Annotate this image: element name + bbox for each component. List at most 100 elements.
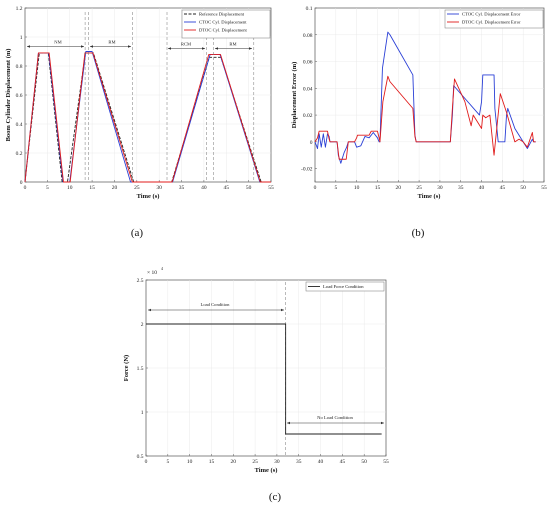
chart-c-x-tick-label: 35 [296,459,302,465]
chart-c-x-tick-label: 45 [340,459,346,465]
chart-b-ylabel: Displacement Error (m) [291,62,298,129]
chart-c-x-tick-label: 10 [187,459,193,465]
chart-a-series-3-line [24,52,271,183]
chart-a-legend-label-3: DTOC Cyl. Displacement [199,28,247,33]
chart-b-x-tick-label: 30 [437,185,443,191]
chart-a-series-2-line [24,51,271,183]
chart-c-ylabel: Force (N) [123,355,130,381]
annotation-rcm: RCM [181,42,191,47]
chart-b-legend: CTOC Cyl. Displacement Error DTOC Cyl. Di… [444,9,544,29]
chart-b-y-tick-label: 0.04 [303,86,313,92]
chart-b-x-tick-label: 5 [334,185,337,191]
chart-c-x-tick-label: 40 [318,459,324,465]
chart-a-x-tick-label: 15 [89,185,95,191]
chart-b-x-tick-label: 40 [479,185,485,191]
chart-a-x-tick-label: 0 [24,185,27,191]
chart-c-x-tick-label: 25 [252,459,258,465]
chart-b-y-tick-label: 0.1 [306,6,313,12]
annotation-load-condition: Load Condition [201,302,231,307]
chart-b: 0 5 10 15 20 25 30 35 40 45 50 55 -0.02 0 0.02 0.04 0.0… [291,6,547,239]
chart-a-y-tick-label: 0.8 [16,64,23,70]
chart-c-y-tick-label: 2.5 [137,278,144,284]
chart-a-x-tick-label: 35 [179,185,185,191]
chart-b-y-tick-label: 0.06 [303,60,313,66]
chart-b-y-tick-label: 0.02 [303,113,313,119]
chart-c-load-annotations: Load Condition No Load Condition [148,282,384,456]
chart-c-x-tick-label: 50 [361,459,367,465]
chart-c-x-tick-label: 55 [383,459,389,465]
chart-c-exponent: × 10 4 [147,266,163,276]
chart-b-plot-area [314,7,545,183]
chart-a-x-tick-label: 5 [46,185,49,191]
chart-c-x-tick-label: 20 [231,459,237,465]
panel-label-a: (a) [131,227,144,239]
chart-a-gridlines [25,8,271,182]
chart-a-y-tick-label: 0.4 [16,122,23,128]
chart-b-x-ticks: 0 5 10 15 20 25 30 35 40 45 50 55 [314,180,547,191]
chart-a-y-ticks: 0 0.2 0.4 0.6 0.8 1 1.2 [16,6,27,186]
chart-a-x-tick-label: 25 [134,185,140,191]
chart-a-y-tick-label: 0.2 [16,151,23,157]
chart-b-x-tick-label: 35 [458,185,464,191]
chart-c-x-ticks: 0 5 10 15 20 25 30 35 40 45 50 55 [145,454,389,465]
chart-a-x-tick-label: 10 [67,185,73,191]
chart-b-y-tick-label: -0.02 [301,167,313,173]
chart-a-y-tick-label: 0.6 [16,93,23,99]
chart-a-series-1-line [24,52,271,183]
chart-b-y-ticks: -0.02 0 0.02 0.04 0.06 0.08 0.1 [301,6,317,173]
chart-c-x-tick-label: 15 [209,459,215,465]
chart-b-x-tick-label: 15 [375,185,381,191]
chart-b-legend-label-2: DTOC Cyl. Displacement Error [462,20,521,25]
annotation-nm: NM [54,40,61,45]
chart-a-x-tick-label: 45 [224,185,230,191]
chart-a: 0 5 10 15 20 25 30 35 40 45 50 55 0 0.2 0.4 0.6 0.8 1 1.2 [5,6,274,239]
chart-b-series-2-line [314,75,536,160]
chart-c-x-tick-label: 5 [166,459,169,465]
chart-a-legend: Reference Displacement CTOC Cyl. Displace… [181,9,271,39]
chart-b-x-tick-label: 55 [541,185,547,191]
chart-c-legend: Load Force Condition [305,281,385,292]
chart-c-xlabel: Time (s) [255,467,278,474]
chart-c-gridlines [146,280,386,456]
chart-a-legend-label-1: Reference Displacement [199,12,245,17]
chart-b-y-tick-label: 0.08 [303,33,313,39]
panel-label-c: (c) [269,491,282,503]
chart-b-x-tick-label: 10 [354,185,360,191]
chart-a-y-tick-label: 1 [20,35,23,41]
chart-b-gridlines [315,8,544,182]
chart-b-x-tick-label: 20 [396,185,402,191]
panel-label-b: (b) [412,227,425,239]
chart-c-legend-label-1: Load Force Condition [323,284,364,289]
chart-c-x-tick-label: 30 [274,459,280,465]
chart-c-exponent-power: 4 [161,266,163,271]
chart-b-y-tick-label: 0 [310,140,313,146]
chart-a-x-tick-label: 30 [156,185,162,191]
chart-a-y-tick-label: 0 [20,180,23,186]
chart-a-legend-label-2: CTOC Cyl. Displacement [199,20,247,25]
annotation-rm-2: RM [229,42,236,47]
annotation-no-load-condition: No Load Condition [317,415,353,420]
chart-c: 0 5 10 15 20 25 30 35 40 45 50 55 0.5 1 1.5 2 2.5 Load … [123,266,389,503]
chart-b-x-tick-label: 45 [500,185,506,191]
chart-c-y-tick-label: 1 [141,410,144,416]
chart-a-x-tick-label: 20 [112,185,118,191]
chart-c-exponent-base: × 10 [147,270,157,276]
chart-a-x-ticks: 0 5 10 15 20 25 30 35 40 45 50 55 [24,180,274,191]
chart-a-ylabel: Boom Cylinder Displacement (m) [5,49,12,142]
chart-c-y-tick-label: 0.5 [137,454,144,460]
chart-b-xlabel: Time (s) [418,193,441,200]
chart-a-x-tick-label: 55 [268,185,274,191]
chart-a-y-tick-label: 1.2 [16,6,23,12]
chart-a-xlabel: Time (s) [137,193,160,200]
annotation-rm-1: RM [108,40,115,45]
chart-b-legend-label-1: CTOC Cyl. Displacement Error [462,12,521,17]
chart-c-y-tick-label: 2 [141,322,144,328]
chart-a-x-tick-label: 50 [246,185,252,191]
chart-b-x-tick-label: 0 [314,185,317,191]
chart-b-x-tick-label: 25 [416,185,422,191]
chart-c-y-tick-label: 1.5 [137,366,144,372]
chart-b-x-tick-label: 50 [520,185,526,191]
chart-c-x-tick-label: 0 [145,459,148,465]
chart-c-series-1-line [146,323,382,435]
